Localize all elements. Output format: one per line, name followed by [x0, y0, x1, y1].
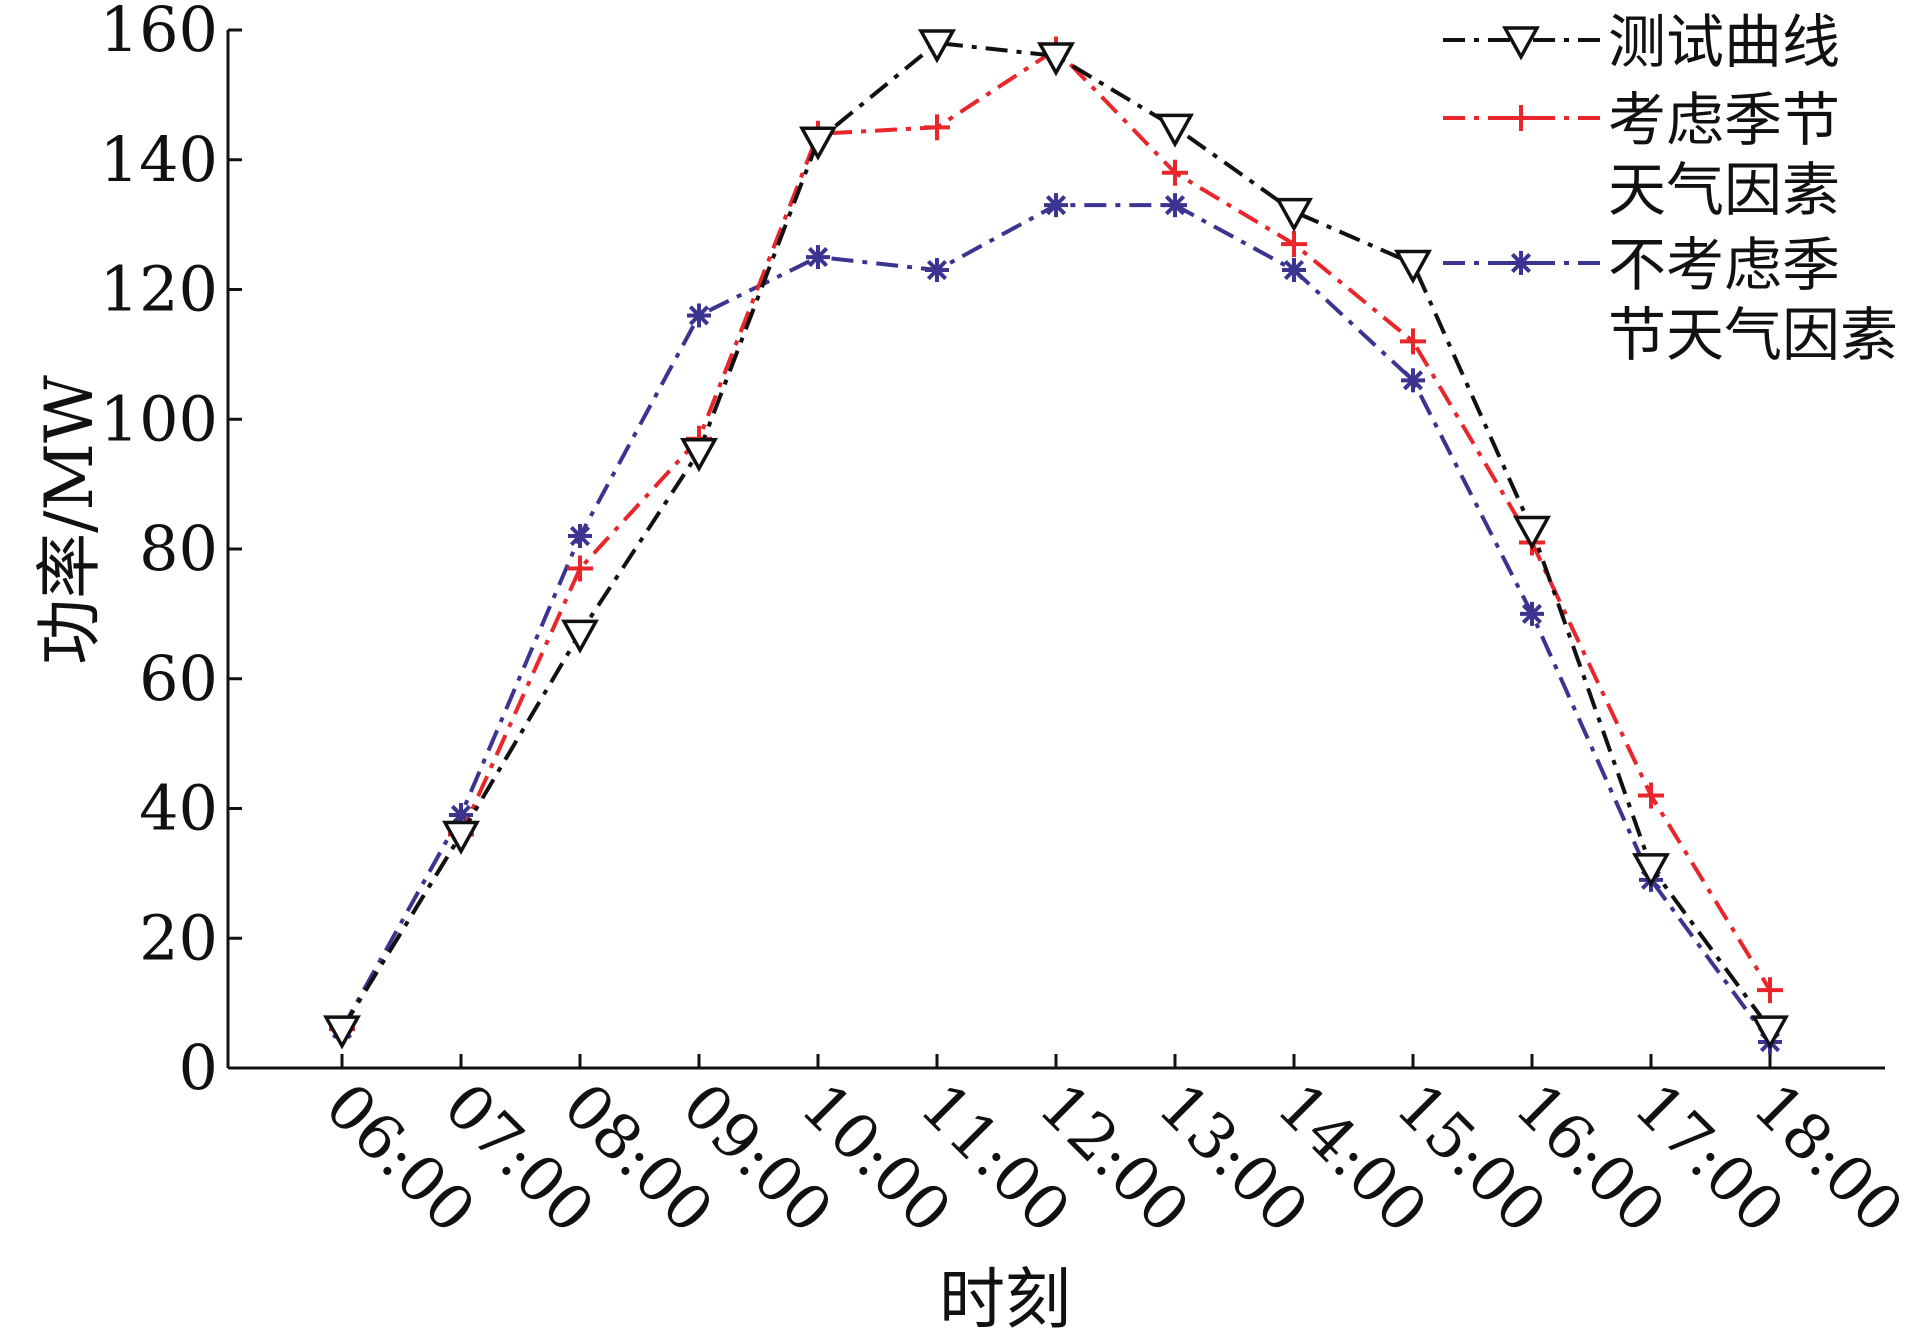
y-tick-label: 0: [179, 1031, 218, 1104]
marker-star-d2: [1045, 195, 1067, 216]
data-point-marker: [1281, 231, 1307, 258]
y-tick-label: 140: [100, 123, 218, 196]
data-point-marker: [924, 114, 950, 141]
data-point-marker: [687, 303, 711, 328]
data-point-marker: [1163, 193, 1187, 218]
data-point-marker: [323, 1015, 361, 1050]
y-axis-title: 功率/MW: [31, 375, 108, 665]
marker-triangle-shape: [1394, 249, 1432, 284]
data-point-marker: [680, 437, 718, 473]
data-point-marker: [1162, 159, 1188, 186]
x-axis-title: 时刻: [939, 1261, 1071, 1336]
y-tick-label: 40: [139, 772, 218, 845]
marker-triangle-shape: [1275, 197, 1313, 233]
marker-star-d2: [1283, 259, 1305, 281]
y-tick-label: 20: [139, 901, 218, 974]
data-point-marker: [1757, 977, 1783, 1004]
data-point-marker: [1638, 782, 1664, 809]
y-tick-label: 120: [100, 253, 218, 326]
marker-triangle-shape: [1156, 113, 1194, 148]
marker-star-d2: [688, 305, 710, 326]
data-point-marker: [1632, 853, 1670, 888]
marker-star-d2: [1521, 603, 1543, 624]
data-point-marker: [442, 820, 480, 855]
data-point-marker: [568, 524, 592, 549]
marker-triangle-shape: [799, 126, 837, 161]
series-line: [340, 40, 1772, 1031]
marker-triangle-shape: [1632, 853, 1670, 888]
data-point-marker: [567, 555, 593, 582]
marker-triangle-shape: [561, 619, 599, 654]
data-point-marker: [1282, 258, 1306, 283]
legend-label: 不考虑季: [1608, 231, 1840, 299]
data-point-marker: [1513, 515, 1551, 550]
data-point-marker: [1520, 601, 1544, 626]
marker-triangle-shape: [442, 820, 480, 855]
data-point-marker: [799, 126, 837, 161]
marker-star-d2: [1510, 252, 1532, 274]
series-1: [323, 29, 1789, 1050]
data-point-marker: [1275, 197, 1313, 233]
y-tick-label: 160: [100, 0, 218, 66]
legend-marker: [1508, 105, 1534, 131]
series-layer: [323, 29, 1789, 1055]
marker-triangle-shape: [1502, 26, 1540, 61]
marker-triangle-shape: [1037, 42, 1075, 77]
data-point-marker: [1044, 193, 1068, 218]
legend-marker: [1502, 26, 1540, 61]
data-point-marker: [1751, 1015, 1789, 1050]
marker-star-d2: [807, 247, 829, 268]
y-tick-label: 100: [100, 382, 218, 455]
data-point-marker: [1037, 42, 1075, 77]
marker-triangle-shape: [323, 1015, 361, 1050]
legend-label: 节天气因素: [1608, 301, 1898, 369]
marker-triangle-shape: [1751, 1015, 1789, 1050]
series-2: [329, 36, 1783, 1043]
data-point-marker: [1400, 328, 1426, 355]
marker-star-d2: [926, 259, 948, 281]
marker-star-d2: [1164, 195, 1186, 216]
data-point-marker: [561, 619, 599, 654]
marker-triangle-shape: [680, 437, 718, 473]
legend-label: 测试曲线: [1608, 8, 1840, 76]
marker-triangle-shape: [918, 29, 956, 64]
legend-label: 天气因素: [1608, 156, 1840, 224]
legend-label: 考虑季节: [1608, 86, 1840, 154]
y-tick-label: 80: [139, 512, 218, 585]
marker-star-d2: [1402, 370, 1424, 391]
data-point-marker: [806, 245, 830, 270]
marker-star-d2: [569, 525, 591, 547]
series-3: [330, 193, 1782, 1055]
data-point-marker: [1401, 368, 1425, 393]
data-point-marker: [918, 29, 956, 64]
marker-triangle-shape: [1513, 515, 1551, 550]
legend-marker: [1509, 251, 1533, 275]
data-point-marker: [925, 258, 949, 283]
y-tick-label: 60: [139, 642, 218, 715]
legend-entry-1: 测试曲线: [1443, 8, 1840, 76]
data-point-marker: [1156, 113, 1194, 148]
data-point-marker: [1394, 249, 1432, 284]
